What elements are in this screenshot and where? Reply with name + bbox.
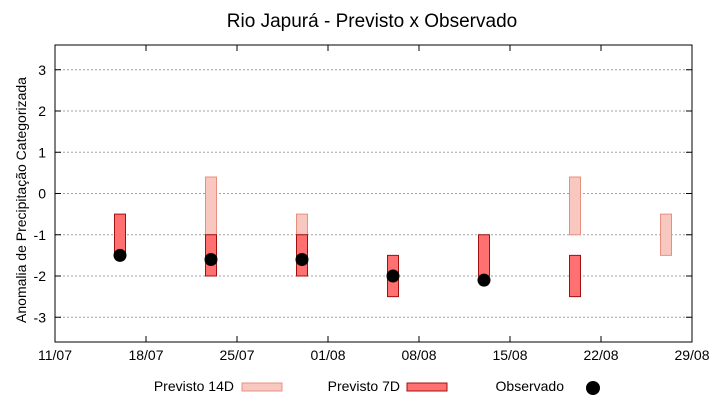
legend: Previsto 14D Previsto 7D Observado [154, 378, 600, 395]
previsto-14d-bar [569, 176, 581, 236]
series-previsto-14d [205, 176, 672, 256]
y-axis-label: Anomalia de Precipitação Categorizada [13, 77, 29, 323]
y-axis-ticks: 3 2 1 0 -1 -2 -3 [34, 62, 692, 325]
grid-lines [55, 69, 692, 318]
legend-swatch-previsto-14d [241, 382, 283, 392]
x-tick-label: 15/08 [492, 347, 527, 363]
legend-swatch-previsto-7d [406, 382, 448, 392]
previsto-7d-bar [478, 234, 490, 277]
observado-point [113, 248, 127, 262]
x-tick-label: 22/08 [583, 347, 618, 363]
y-tick-label: -2 [34, 268, 47, 284]
legend-marker-observado [586, 381, 600, 395]
y-tick-label: -3 [34, 309, 47, 325]
x-axis-ticks: 11/07 18/07 25/07 01/08 08/08 15/08 22/08 29/08 [38, 45, 710, 363]
y-tick-label: 1 [38, 144, 46, 160]
legend-label-previsto-14d: Previsto 14D [154, 378, 234, 394]
series-observado [113, 248, 491, 287]
y-tick-label: 3 [38, 62, 46, 78]
x-tick-label: 29/08 [674, 347, 709, 363]
y-tick-label: 0 [38, 186, 46, 202]
legend-label-observado: Observado [496, 378, 565, 394]
x-tick-label: 08/08 [401, 347, 436, 363]
previsto-14d-bar [660, 213, 672, 256]
observado-point [477, 273, 491, 287]
y-tick-label: 2 [38, 103, 46, 119]
x-tick-label: 18/07 [128, 347, 163, 363]
previsto-14d-bar [296, 213, 308, 236]
legend-label-previsto-7d: Previsto 7D [328, 378, 400, 394]
x-tick-label: 01/08 [310, 347, 345, 363]
previsto-7d-bar [569, 254, 581, 298]
observado-point [295, 253, 309, 266]
x-tick-label: 25/07 [219, 347, 254, 363]
plot-frame [54, 44, 693, 343]
series-previsto-7d [114, 213, 581, 298]
previsto-14d-bar [205, 176, 217, 236]
y-tick-label: -1 [34, 227, 47, 243]
observado-point [386, 269, 400, 283]
observado-point [204, 253, 218, 266]
chart-title: Rio Japurá - Previsto x Observado [227, 11, 517, 32]
x-tick-label: 11/07 [38, 347, 72, 363]
